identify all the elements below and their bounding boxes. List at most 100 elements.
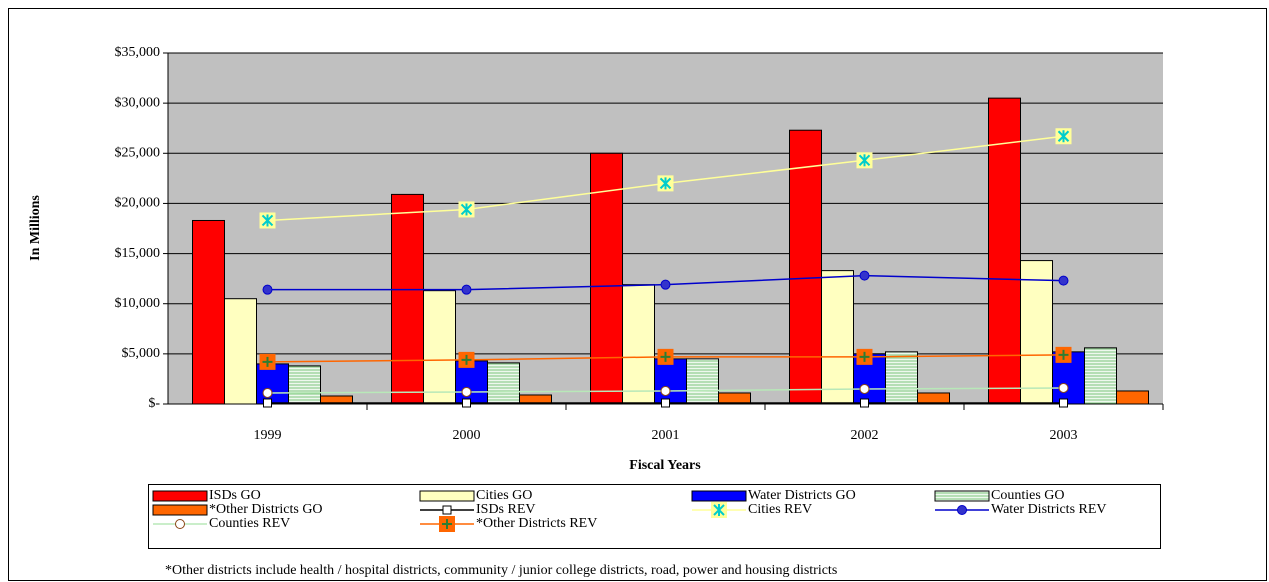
- bar: [256, 363, 289, 405]
- legend-label: *Other Districts REV: [476, 516, 597, 531]
- x-axis-label: Fiscal Years: [629, 458, 701, 473]
- y-tick-label: $15,000: [115, 246, 161, 261]
- point: [859, 270, 870, 281]
- y-tick-label: $5,000: [122, 346, 161, 361]
- bar: [423, 290, 456, 405]
- legend-marker: [442, 505, 452, 515]
- y-tick-label: $-: [148, 396, 160, 411]
- point-part: [661, 398, 670, 408]
- legend-marker-part: [442, 505, 452, 515]
- bar: [391, 193, 424, 405]
- point: [856, 348, 873, 365]
- point: [1055, 128, 1072, 145]
- point: [661, 398, 670, 408]
- bar: [885, 351, 918, 405]
- legend-marker: [957, 505, 967, 515]
- legend-marker-part: [957, 505, 967, 515]
- legend-swatch: [152, 490, 208, 502]
- bar: [1116, 390, 1149, 405]
- legend-swatch: [691, 490, 747, 502]
- bar: [718, 392, 751, 405]
- x-tick-label: 2000: [453, 428, 481, 443]
- legend-label: *Other Districts GO: [209, 502, 323, 517]
- legend-label: Water Districts REV: [991, 502, 1107, 517]
- bar: [988, 97, 1021, 405]
- point: [458, 351, 475, 368]
- point: [856, 152, 873, 169]
- point: [660, 279, 671, 290]
- bar: [224, 298, 257, 405]
- point: [263, 398, 272, 408]
- bar: [821, 270, 854, 405]
- bar: [789, 129, 822, 405]
- legend-label: Counties REV: [209, 516, 290, 531]
- legend-marker-part: [175, 519, 185, 529]
- x-tick-label: 2002: [851, 428, 879, 443]
- legend-swatch: [152, 504, 208, 516]
- point: [461, 386, 472, 397]
- point: [657, 348, 674, 365]
- legend-marker: [175, 519, 185, 529]
- bar: [917, 392, 950, 405]
- y-tick-label: $10,000: [115, 296, 161, 311]
- point: [1055, 346, 1072, 363]
- point-part: [660, 279, 671, 290]
- point: [458, 201, 475, 218]
- point: [262, 387, 273, 398]
- x-tick-label: 2001: [652, 428, 680, 443]
- bar: [288, 365, 321, 405]
- legend-label: Water Districts GO: [748, 488, 856, 503]
- bar: [1084, 347, 1117, 405]
- x-tick-label: 1999: [254, 428, 282, 443]
- point: [657, 175, 674, 192]
- bar: [590, 152, 623, 405]
- y-tick-label: $35,000: [115, 45, 161, 60]
- point-part: [859, 270, 870, 281]
- point: [860, 398, 869, 408]
- bar: [192, 219, 225, 405]
- y-tick-label: $20,000: [115, 196, 161, 211]
- bar: [487, 362, 520, 405]
- point-part: [1058, 382, 1069, 393]
- y-tick-label: $25,000: [115, 146, 161, 161]
- bar: [686, 358, 719, 405]
- point: [462, 398, 471, 408]
- bar: [622, 284, 655, 405]
- point-part: [1058, 275, 1069, 286]
- x-tick-label: 2003: [1050, 428, 1078, 443]
- point-part: [461, 386, 472, 397]
- point-part: [263, 398, 272, 408]
- legend-label: Counties GO: [991, 488, 1065, 503]
- legend-marker: [439, 516, 455, 532]
- point: [859, 383, 870, 394]
- point-part: [262, 387, 273, 398]
- legend-swatch: [934, 490, 990, 502]
- point-part: [860, 398, 869, 408]
- point-part: [461, 284, 472, 295]
- point: [1059, 398, 1068, 408]
- bar: [320, 395, 353, 405]
- legend-label: Cities GO: [476, 488, 532, 503]
- legend-marker: [711, 502, 727, 518]
- bar: [654, 358, 687, 405]
- point: [259, 212, 276, 229]
- bar: [519, 394, 552, 405]
- point-part: [462, 398, 471, 408]
- point: [1058, 382, 1069, 393]
- legend-label: Cities REV: [748, 502, 812, 517]
- point: [660, 385, 671, 396]
- y-axis-label: In Millions: [28, 195, 43, 261]
- legend-label: ISDs GO: [209, 488, 261, 503]
- point: [1058, 275, 1069, 286]
- legend-label: ISDs REV: [476, 502, 536, 517]
- bar: [1020, 260, 1053, 405]
- legend: [148, 484, 1161, 549]
- point: [262, 284, 273, 295]
- point-part: [660, 385, 671, 396]
- point-part: [859, 383, 870, 394]
- footnote: *Other districts include health / hospit…: [165, 563, 837, 578]
- legend-swatch: [419, 490, 475, 502]
- point-part: [1059, 398, 1068, 408]
- y-tick-label: $30,000: [115, 95, 161, 110]
